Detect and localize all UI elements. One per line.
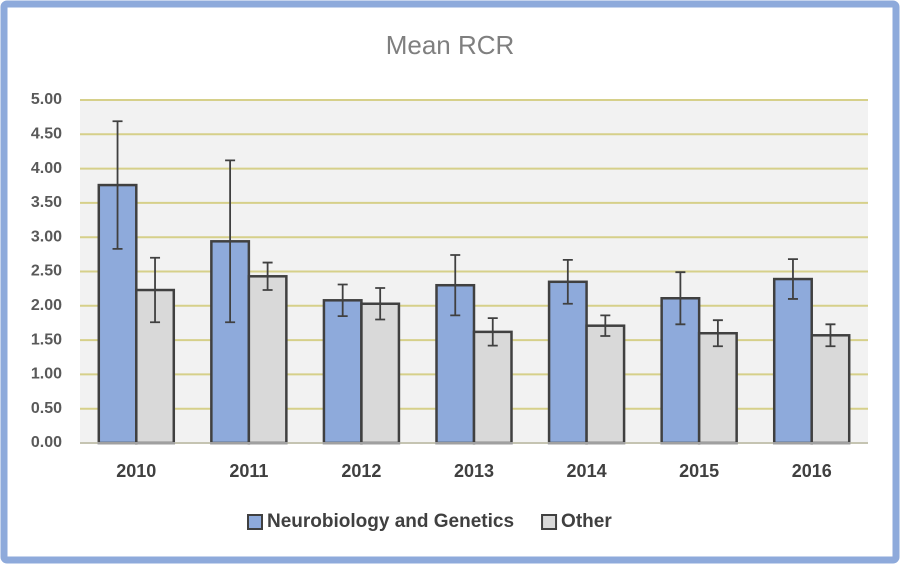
error-bar: [487, 317, 498, 347]
bar: [360, 302, 401, 445]
error-bar: [337, 283, 348, 317]
chart-title: Mean RCR: [386, 30, 515, 60]
y-tick-label: 3.50: [31, 194, 62, 211]
bar: [547, 280, 588, 445]
x-tick-label: 2014: [567, 461, 607, 481]
y-tick-label: 4.00: [31, 160, 62, 177]
error-bar: [112, 120, 123, 250]
bar: [697, 331, 738, 445]
y-tick-label: 0.50: [31, 400, 62, 417]
error-bar: [225, 159, 236, 324]
error-bar: [262, 261, 273, 291]
error-bar: [675, 271, 686, 326]
y-tick-label: 0.00: [31, 434, 62, 451]
bar: [472, 330, 513, 445]
y-tick-label: 1.00: [31, 366, 62, 383]
y-tick-label: 5.00: [31, 91, 62, 108]
error-bar: [150, 256, 161, 324]
error-bar: [712, 319, 723, 348]
error-bar: [825, 323, 836, 348]
bar: [247, 275, 288, 445]
y-tick-label: 3.00: [31, 228, 62, 245]
y-tick-label: 4.50: [31, 126, 62, 143]
bar: [585, 324, 626, 445]
x-tick-label: 2012: [341, 461, 381, 481]
legend-swatch: [247, 514, 263, 530]
legend-label: Neurobiology and Genetics: [267, 511, 514, 532]
error-bar: [450, 254, 461, 317]
y-tick-label: 1.50: [31, 331, 62, 348]
x-tick-label: 2013: [454, 461, 494, 481]
bar: [810, 334, 851, 445]
x-tick-label: 2011: [229, 461, 268, 481]
x-tick-label: 2016: [792, 461, 832, 481]
legend-label: Other: [561, 511, 612, 532]
x-tick-label: 2010: [116, 461, 156, 481]
y-tick-label: 2.50: [31, 263, 62, 280]
bar: [772, 277, 813, 445]
error-bar: [375, 287, 386, 321]
error-bar: [562, 258, 573, 305]
error-bar: [787, 258, 798, 300]
x-tick-label: 2015: [679, 461, 719, 481]
legend-swatch: [541, 514, 558, 530]
bar: [322, 299, 363, 445]
error-bar: [600, 314, 611, 337]
y-tick-label: 2.00: [31, 297, 62, 314]
